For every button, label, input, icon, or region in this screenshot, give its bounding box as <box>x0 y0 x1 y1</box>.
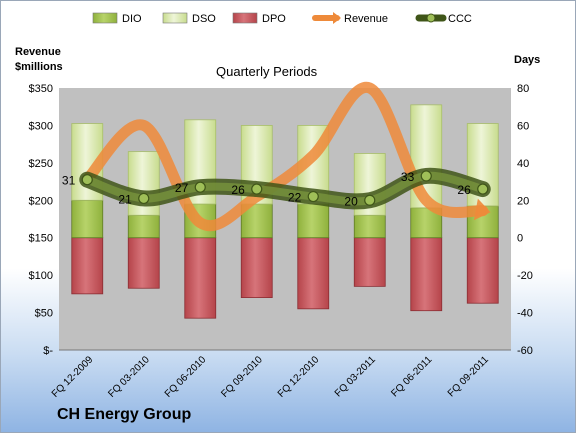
legend-label-dpo: DPO <box>262 13 286 25</box>
ccc-data-label: 26 <box>231 183 245 197</box>
y-right-tick-label: -20 <box>517 270 533 282</box>
right-axis-title: Days <box>514 54 541 66</box>
y-right-tick-label: 0 <box>517 233 523 245</box>
ccc-marker <box>364 194 376 206</box>
legend-label-dso: DSO <box>192 13 216 25</box>
x-tick-label: FQ 12-2009 <box>50 354 96 400</box>
y-left-tick-label: $150 <box>29 233 53 245</box>
bar-dpo <box>466 237 499 304</box>
legend-swatch-dso <box>162 12 188 24</box>
left-axis-title-line2: $millions <box>15 61 63 73</box>
x-tick-label: FQ 12-2010 <box>276 354 322 400</box>
bar-dio <box>353 214 386 239</box>
y-left-tick-label: $200 <box>29 195 53 207</box>
y-right-tick-label: -40 <box>517 308 533 320</box>
legend-label-ccc: CCC <box>448 13 472 25</box>
legend-swatch-ccc-marker <box>426 13 436 23</box>
legend-swatch-revenue-arrow <box>333 12 341 24</box>
y-right-tick-label: 60 <box>517 120 529 132</box>
ccc-marker <box>251 183 263 195</box>
ccc-marker <box>138 192 150 205</box>
bar-dpo <box>184 237 217 319</box>
ccc-data-label: 22 <box>288 191 302 205</box>
y-right-tick-label: 20 <box>517 195 529 207</box>
ccc-data-label: 21 <box>118 192 132 206</box>
y-left-tick-label: $50 <box>35 308 53 320</box>
ccc-marker <box>477 183 489 195</box>
y-right-tick-label: 80 <box>517 83 529 95</box>
ccc-marker <box>194 181 206 193</box>
x-tick-label: FQ 03-2010 <box>106 354 152 400</box>
x-tick-label: FQ 06-2011 <box>389 354 434 399</box>
legend-swatch-dpo <box>232 12 258 24</box>
y-left-tick-label: $250 <box>29 158 53 170</box>
y-right-tick-label: 40 <box>517 158 529 170</box>
bar-dio <box>127 214 160 239</box>
ccc-data-label: 33 <box>401 170 415 184</box>
bar-dpo <box>297 237 330 310</box>
ccc-marker <box>81 174 93 186</box>
y-left-tick-label: $350 <box>29 83 53 95</box>
bar-dio <box>71 199 104 239</box>
x-tick-label: FQ 09-2011 <box>446 354 491 399</box>
x-tick-label: FQ 06-2010 <box>163 354 209 400</box>
bar-dpo <box>127 237 160 289</box>
y-right-tick-label: -60 <box>517 345 533 357</box>
bar-dpo <box>240 237 273 298</box>
chart-title: Quarterly Periods <box>216 64 318 79</box>
bar-dpo <box>71 237 104 295</box>
revenue-arrowhead <box>473 198 491 221</box>
ccc-marker <box>307 190 319 203</box>
ccc-data-label: 31 <box>62 174 76 188</box>
bar-dpo <box>410 237 443 312</box>
ccc-data-label: 27 <box>175 181 189 195</box>
ccc-marker <box>420 170 432 182</box>
y-left-tick-label: $300 <box>29 120 53 132</box>
bar-dpo <box>353 237 386 287</box>
legend-swatch-dio <box>92 12 118 24</box>
ccc-data-label: 26 <box>457 183 471 197</box>
ccc-data-label: 20 <box>344 194 358 208</box>
x-tick-label: FQ 09-2010 <box>219 354 265 400</box>
y-left-tick-label: $100 <box>29 270 53 282</box>
company-name: CH Energy Group <box>57 406 192 423</box>
legend-label-revenue: Revenue <box>344 13 388 25</box>
left-axis-title: Revenue $millions <box>15 45 63 75</box>
x-tick-label: FQ 03-2011 <box>333 354 378 399</box>
legend-label-dio: DIO <box>122 13 142 25</box>
y-left-tick-label: $- <box>43 345 53 357</box>
bar-dio <box>297 203 330 239</box>
left-axis-title-line1: Revenue <box>15 46 61 58</box>
